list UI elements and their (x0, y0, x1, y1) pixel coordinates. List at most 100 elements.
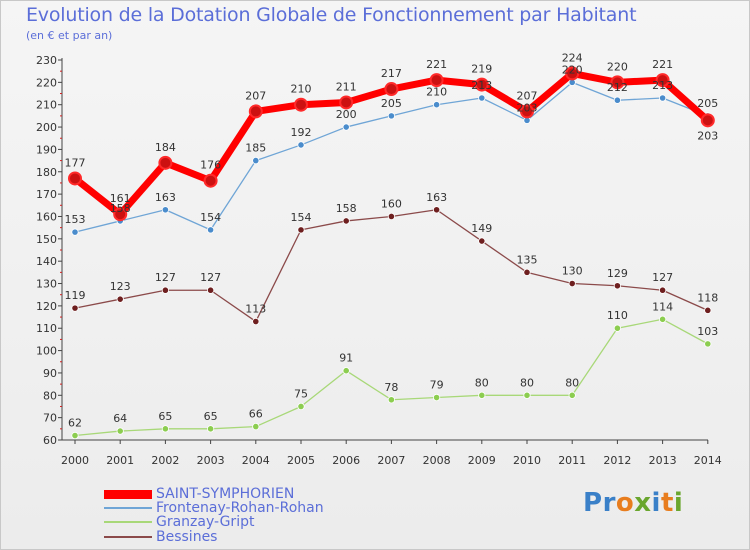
series-line-bessines (74, 209, 709, 323)
data-point (478, 94, 486, 102)
y-tick-label: 80 (43, 389, 57, 402)
x-tick-label: 2007 (377, 454, 405, 467)
data-label: 113 (245, 303, 266, 316)
y-tick-label: 230 (36, 54, 57, 67)
data-label: 78 (384, 381, 398, 394)
data-label: 213 (652, 79, 673, 92)
data-label: 62 (68, 417, 82, 430)
data-point (474, 77, 489, 92)
data-label: 80 (520, 376, 534, 389)
data-point (71, 431, 79, 440)
data-point (71, 228, 79, 236)
y-tick-label: 130 (36, 278, 57, 291)
data-label: 163 (426, 191, 447, 204)
data-label: 65 (158, 410, 172, 423)
legend-item-saint-symphorien: SAINT-SYMPHORIEN (104, 486, 294, 502)
data-label: 64 (113, 412, 127, 425)
data-point (658, 315, 667, 323)
logo-letter: t (660, 488, 674, 518)
x-tick-label: 2011 (558, 454, 586, 467)
x-tick-label: 2012 (603, 454, 631, 467)
y-tick-label: 120 (36, 300, 57, 313)
x-tick-label: 2002 (151, 454, 179, 467)
y-tick-label: 140 (36, 255, 57, 268)
data-point (116, 295, 124, 303)
series-bessines (71, 206, 712, 326)
data-label: 149 (471, 222, 492, 235)
data-label: 114 (652, 300, 673, 313)
chart-subtitle: (en € et par an) (26, 29, 113, 42)
legend-item-frontenay-rohan-rohan: Frontenay-Rohan-Rohan (104, 500, 324, 516)
data-point (387, 212, 395, 221)
logo-letter: P (583, 488, 603, 518)
data-label: 212 (607, 81, 628, 94)
data-label: 192 (291, 126, 312, 139)
data-label: 213 (471, 79, 492, 92)
proxiti-logo: Proxiti (583, 488, 683, 518)
data-label: 129 (607, 267, 628, 280)
legend-item-bessines: Bessines (104, 529, 217, 545)
data-label: 210 (291, 83, 312, 96)
data-point (613, 282, 622, 290)
data-point (297, 141, 305, 149)
y-tick-label: 180 (36, 166, 57, 179)
data-point (252, 317, 260, 326)
logo-letter: r (602, 488, 616, 518)
data-point (116, 427, 124, 435)
y-tick-label: 210 (36, 99, 57, 112)
data-label: 221 (426, 58, 447, 71)
data-label: 161 (110, 192, 131, 205)
y-tick-label: 160 (36, 210, 57, 223)
x-tick-label: 2005 (287, 454, 315, 467)
data-label: 203 (697, 129, 718, 142)
data-point (478, 391, 486, 399)
data-point (207, 286, 215, 294)
data-label: 185 (245, 142, 266, 155)
data-point (252, 422, 260, 431)
data-point (342, 217, 350, 225)
data-label: 205 (381, 97, 402, 110)
data-label: 65 (204, 410, 218, 423)
data-point (523, 391, 531, 399)
data-label: 158 (110, 202, 131, 215)
data-label: 127 (155, 271, 176, 284)
y-tick-label: 220 (36, 76, 57, 89)
data-label: 123 (110, 280, 131, 293)
data-label: 217 (381, 67, 402, 80)
data-point (568, 279, 576, 288)
data-label: 66 (249, 408, 263, 421)
data-label: 127 (652, 271, 673, 284)
data-label: 207 (245, 89, 266, 102)
data-label: 153 (65, 213, 86, 226)
data-point (294, 97, 308, 112)
data-point (432, 393, 441, 402)
data-point (613, 324, 622, 332)
data-point (161, 206, 169, 214)
data-point (161, 286, 169, 294)
x-tick-label: 2006 (332, 454, 360, 467)
x-tick-label: 2000 (61, 454, 89, 467)
data-point (655, 73, 670, 88)
data-label: 118 (697, 291, 718, 304)
x-tick-label: 2013 (649, 454, 677, 467)
data-point (613, 96, 622, 104)
data-label: 220 (562, 63, 583, 76)
legend-swatch-frontenay-rohan-rohan (104, 507, 152, 509)
legend-swatch-bessines (104, 536, 152, 538)
data-label: 224 (562, 51, 583, 64)
y-tick-label: 200 (36, 121, 57, 134)
data-label: 221 (652, 58, 673, 71)
data-point (68, 171, 82, 186)
data-label: 207 (517, 89, 538, 102)
x-tick-label: 2004 (242, 454, 270, 467)
data-point (339, 95, 354, 110)
legend-label-granzay-gript: Granzay-Gript (156, 514, 255, 530)
legend-label-saint-symphorien: SAINT-SYMPHORIEN (156, 486, 295, 502)
data-label: 79 (430, 379, 444, 392)
y-tick-label: 90 (43, 367, 57, 380)
data-label: 220 (607, 60, 628, 73)
data-point (700, 113, 715, 128)
data-point (161, 425, 169, 433)
data-label: 91 (339, 352, 353, 365)
y-tick-label: 190 (36, 143, 57, 156)
